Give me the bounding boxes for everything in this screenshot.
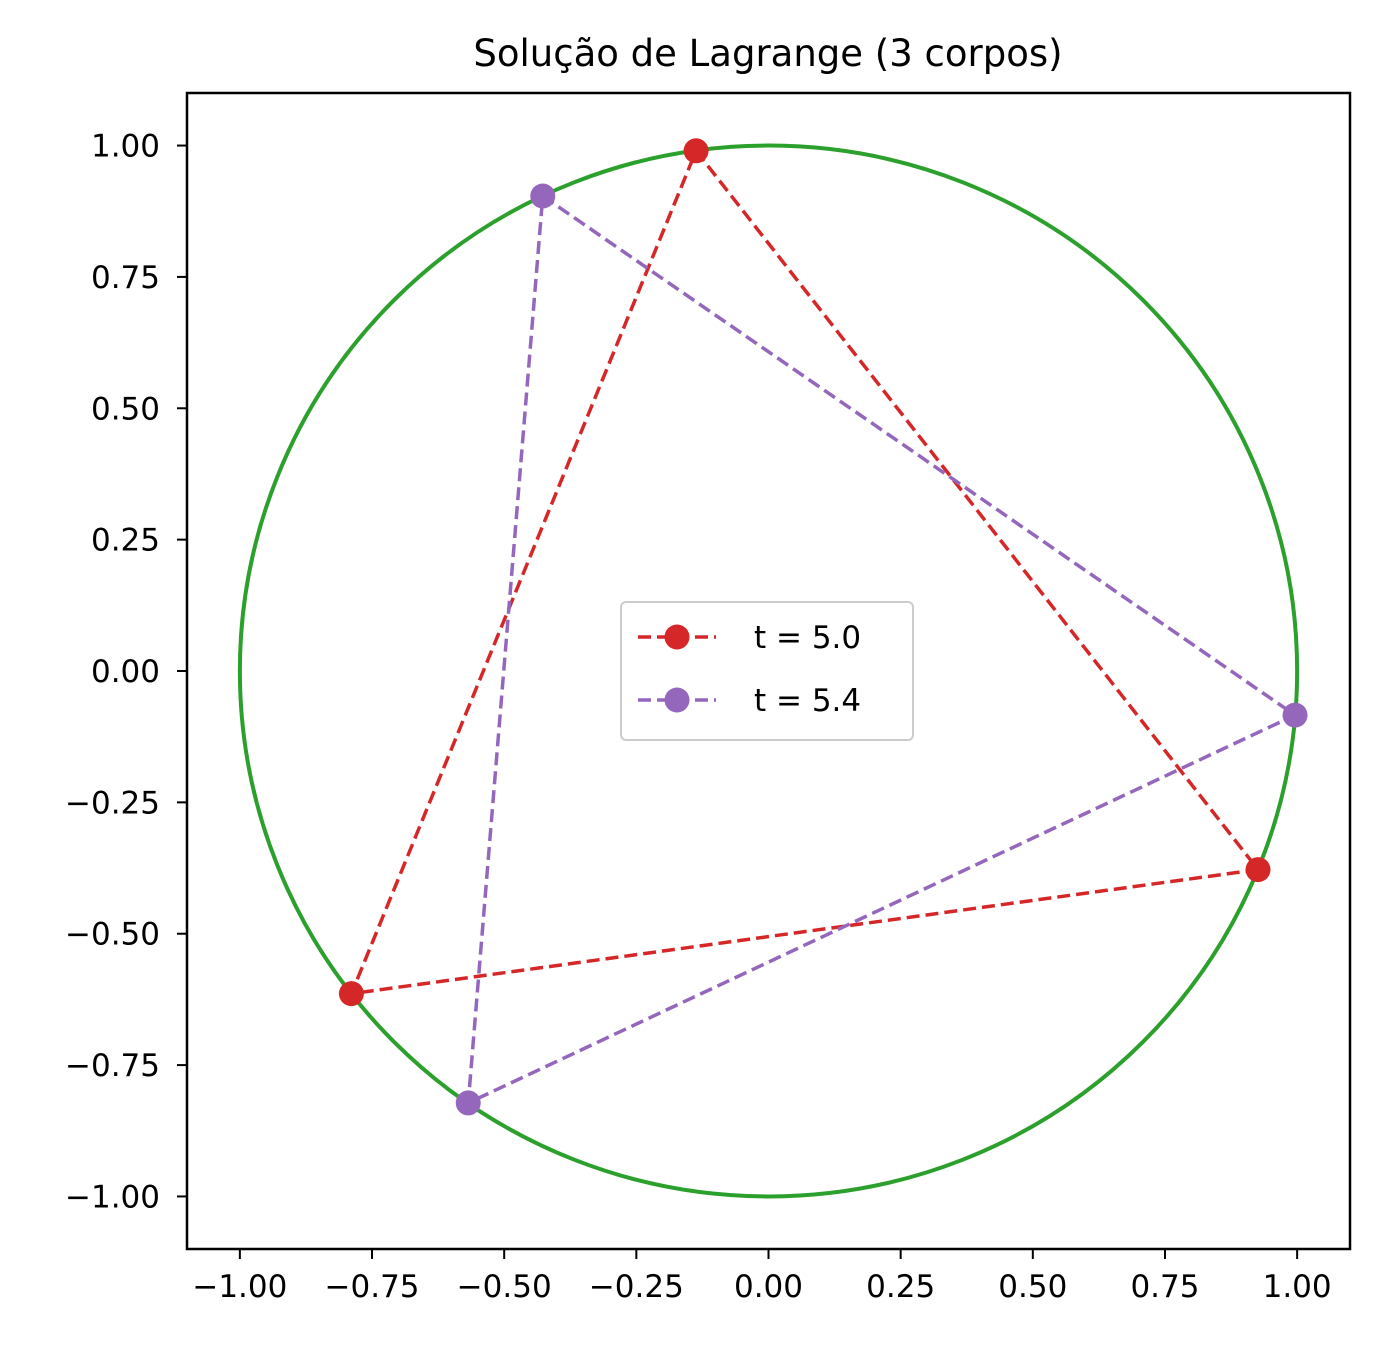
series-1-point-3 — [338, 981, 364, 1007]
y-axis: −1.00 −0.75 −0.50 −0.25 0.00 0.25 0.50 0.75 1.00 — [65, 129, 187, 1215]
legend: t = 5.0 t = 5.4 — [620, 601, 914, 741]
series-2-point-2 — [1282, 702, 1308, 728]
series-1-line — [348, 149, 1262, 996]
y-tick-label: 0.25 — [91, 523, 160, 559]
chart-title: Solução de Lagrange (3 corpos) — [473, 32, 1062, 75]
legend-swatch-marker — [664, 624, 690, 650]
y-tick-label: −0.50 — [65, 917, 160, 953]
x-tick-label: 0.75 — [1130, 1269, 1199, 1305]
y-tick-label: 0.50 — [91, 391, 160, 427]
series-1-point-1 — [683, 138, 709, 164]
series-2-point-1 — [530, 183, 556, 209]
y-tick-label: 1.00 — [91, 129, 160, 165]
x-tick-label: 1.00 — [1263, 1269, 1332, 1305]
y-tick-label: −0.25 — [65, 785, 160, 821]
y-tick-label: 0.75 — [91, 260, 160, 296]
legend-label: t = 5.0 — [754, 620, 861, 656]
x-tick-label: −0.50 — [457, 1269, 552, 1305]
series-layer — [338, 138, 1308, 1116]
x-tick-label: 0.25 — [866, 1269, 935, 1305]
series-1 — [338, 138, 1271, 1007]
x-tick-label: 0.00 — [734, 1269, 803, 1305]
series-2-point-3 — [455, 1090, 481, 1116]
x-tick-label: −1.00 — [192, 1269, 287, 1305]
orbit-layer — [237, 143, 1300, 1199]
x-tick-label: −0.25 — [589, 1269, 684, 1305]
legend-swatch-marker — [664, 687, 690, 713]
series-1-point-2 — [1245, 857, 1271, 883]
orbit-circle — [237, 143, 1300, 1199]
y-tick-label: 0.00 — [91, 654, 160, 690]
y-tick-label: −0.75 — [65, 1048, 160, 1084]
legend-box — [620, 601, 914, 741]
legend-label: t = 5.4 — [754, 683, 861, 719]
x-tick-label: −0.75 — [325, 1269, 420, 1305]
series-2-line — [466, 194, 1299, 1106]
series-2 — [455, 183, 1308, 1116]
x-axis: −1.00 −0.75 −0.50 −0.25 0.00 0.25 0.50 0.75 1.00 — [192, 1249, 1332, 1305]
x-tick-label: 0.50 — [998, 1269, 1067, 1305]
y-tick-label: −1.00 — [65, 1179, 160, 1215]
